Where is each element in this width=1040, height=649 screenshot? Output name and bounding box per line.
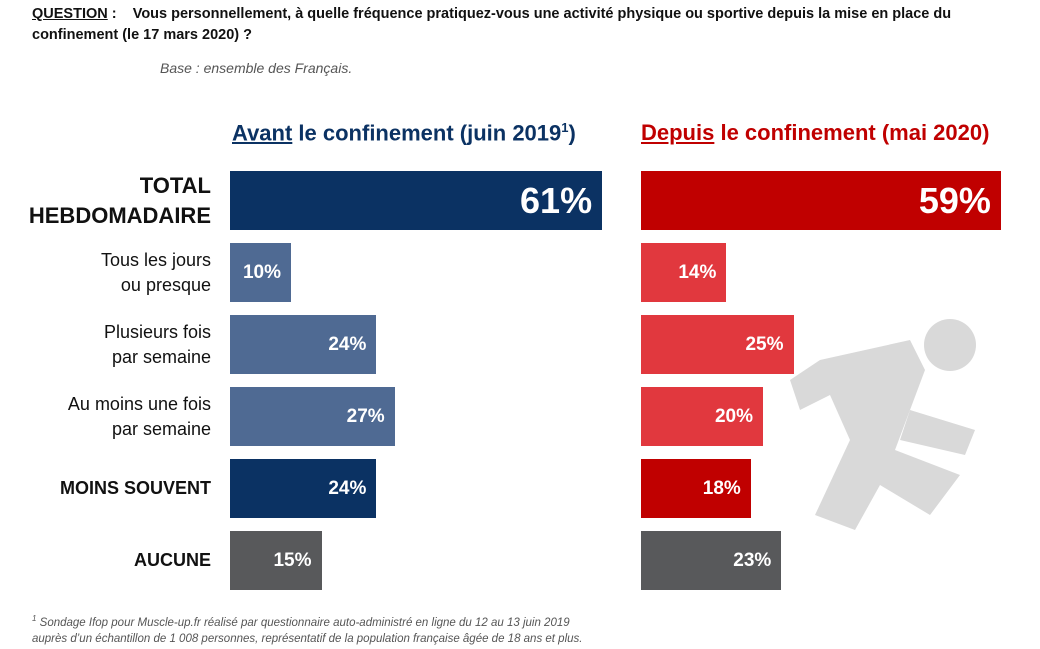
- value-label: 23%: [733, 550, 772, 571]
- question-text: Vous personnellement, à quelle fréquence…: [32, 6, 952, 43]
- category-label: AUCUNE: [133, 550, 211, 570]
- value-label: 20%: [714, 406, 753, 427]
- series-title-part: le confinement (juin 2019: [292, 120, 562, 146]
- series-title: Depuis le confinement (mai 2020): [641, 120, 989, 146]
- bar: [641, 315, 794, 374]
- bar: [641, 459, 751, 518]
- base-note: Base : ensemble des Français.: [160, 60, 353, 76]
- value-label: 59%: [918, 180, 991, 221]
- value-label: 18%: [702, 478, 741, 499]
- bar: [641, 531, 782, 590]
- bar: [230, 387, 395, 446]
- runner-icon: [790, 319, 976, 530]
- question-sep: :: [107, 6, 117, 22]
- category-label: Au moins une fois par semaine: [67, 393, 211, 439]
- series-title-part: le confinement (mai 2020): [714, 120, 990, 145]
- bar: [641, 171, 1001, 230]
- footnote-line: Sondage Ifop pour Muscle-up.fr réalisé p…: [39, 616, 570, 629]
- bar: [230, 459, 377, 518]
- category-label: MOINS SOUVENT: [59, 478, 211, 498]
- bar: [230, 243, 291, 302]
- value-label: 27%: [346, 406, 385, 427]
- value-label: 24%: [328, 478, 367, 499]
- series-title: Avant le confinement (juin 20191): [232, 120, 576, 146]
- question: QUESTION : Vous personnellement, à quell…: [32, 4, 1032, 46]
- bar: [230, 171, 603, 230]
- series-title-part: ): [568, 120, 576, 146]
- footnote-line: auprès d’un échantillon de 1 008 personn…: [32, 632, 583, 645]
- value-label: 25%: [745, 334, 784, 355]
- footnote: 1 Sondage Ifop pour Muscle-up.fr réalisé…: [32, 611, 582, 647]
- value-label: 24%: [328, 334, 367, 355]
- value-label: 10%: [242, 262, 281, 283]
- bar: [230, 531, 322, 590]
- bar: [230, 315, 377, 374]
- value-label: 15%: [273, 550, 312, 571]
- category-label: TOTAL HEBDOMADAIRE: [28, 172, 211, 228]
- series-title-part: 1: [561, 120, 569, 135]
- series-title-part: Depuis: [641, 120, 715, 145]
- question-label: QUESTION: [32, 6, 108, 22]
- category-label: Plusieurs fois par semaine: [103, 321, 211, 367]
- bar: [641, 387, 763, 446]
- category-label: Tous les jours ou presque: [100, 249, 211, 295]
- value-label: 61%: [520, 180, 593, 221]
- footnote-marker: 1: [32, 614, 37, 623]
- series-title-part: Avant: [232, 120, 293, 146]
- value-label: 14%: [678, 262, 717, 283]
- bar: [641, 243, 727, 302]
